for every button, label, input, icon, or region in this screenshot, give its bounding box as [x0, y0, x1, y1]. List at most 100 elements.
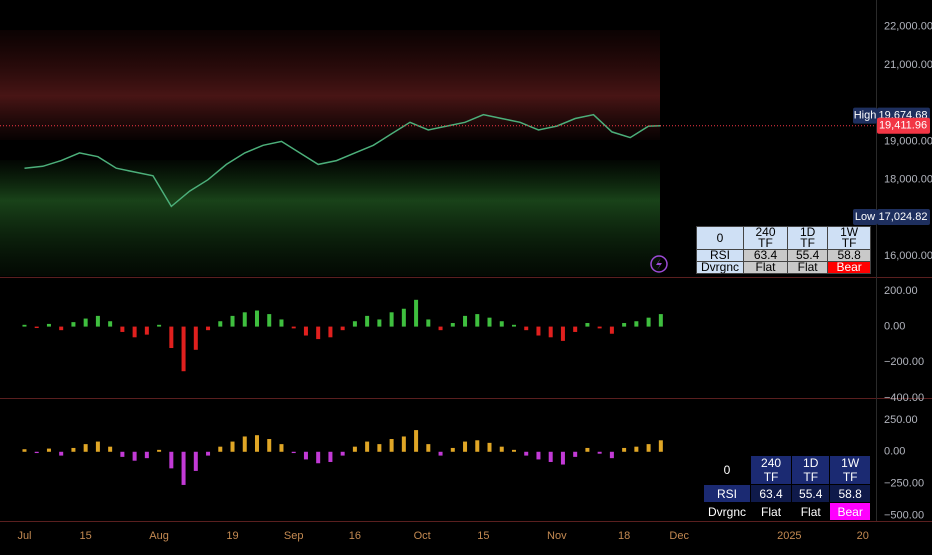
histogram-bar — [181, 451, 186, 485]
x-tick-label: 15 — [477, 530, 489, 542]
histogram-bar — [108, 321, 113, 327]
histogram-bar — [487, 317, 492, 327]
histogram-bar — [254, 310, 259, 327]
y-tick-label: 0.00 — [884, 320, 905, 332]
histogram-bar — [622, 447, 627, 452]
table-cell: Dvrgnc — [702, 502, 752, 521]
histogram-bar — [463, 441, 468, 452]
histogram-bar — [609, 326, 614, 334]
table-cell: 0 — [702, 455, 752, 485]
histogram-bar — [511, 449, 516, 452]
histogram-bar — [377, 444, 382, 452]
y-tick-label: −200.00 — [884, 356, 924, 368]
table-cell: Dvrgnc — [695, 261, 745, 274]
y-tick-label: 18,000.00 — [884, 174, 932, 186]
histogram-bar — [120, 326, 125, 332]
histogram-bar — [83, 444, 88, 452]
x-tick-label: 2025 — [777, 530, 801, 542]
y-tick-label: −250.00 — [884, 478, 924, 490]
histogram-bar — [230, 315, 235, 327]
histogram-bar — [585, 447, 590, 452]
histogram-bar — [340, 326, 345, 331]
histogram-bar — [365, 441, 370, 452]
histogram-bar — [303, 451, 308, 460]
table-cell: 240 TF — [743, 226, 789, 250]
histogram-bar — [303, 326, 308, 336]
histogram-bar — [169, 326, 174, 349]
histogram-bar — [450, 323, 455, 327]
table-cell: 63.4 — [743, 249, 789, 262]
histogram-bar — [267, 314, 272, 327]
table-cell: Flat — [743, 261, 789, 274]
alert-icon[interactable] — [650, 255, 668, 273]
price-label-name-box — [853, 107, 877, 124]
x-tick-label: Nov — [547, 530, 567, 542]
histogram-bar — [609, 451, 614, 459]
table-cell: 63.4 — [750, 484, 793, 503]
y-tick-label: 0.00 — [884, 446, 905, 458]
histogram-bar — [95, 315, 100, 327]
histogram-bar — [206, 451, 211, 456]
histogram-bar — [597, 326, 602, 329]
histogram-bar — [169, 451, 174, 469]
table-cell: Flat — [791, 502, 831, 521]
table-row: Dvrgnc Flat Flat Bear — [702, 502, 871, 521]
price-line — [24, 113, 661, 208]
histogram-bar — [389, 312, 394, 327]
histogram-bar — [316, 326, 321, 340]
histogram-bar — [230, 441, 235, 452]
histogram-bar — [414, 430, 419, 452]
table-cell: 0 — [695, 226, 745, 250]
histogram-bar — [524, 326, 529, 331]
alert-icon-bolt — [656, 258, 662, 270]
y-tick-label: 21,000.00 — [884, 59, 932, 71]
y-tick-label: 16,000.00 — [884, 250, 932, 262]
histogram-bar — [340, 451, 345, 456]
histogram-bar — [46, 323, 51, 327]
histogram-bar — [242, 436, 247, 452]
y-tick-label: 200.00 — [884, 285, 918, 297]
histogram-bar — [401, 308, 406, 327]
x-tick-label: Dec — [669, 530, 689, 542]
y-tick-label: −400.00 — [884, 392, 924, 404]
upper-band — [0, 30, 660, 140]
histogram-bar — [536, 326, 541, 336]
y-tick-label: 250.00 — [884, 414, 918, 426]
histogram-bar — [646, 444, 651, 452]
histogram-bar — [22, 449, 27, 452]
histogram-bar — [316, 451, 321, 464]
histogram-bar — [499, 446, 504, 452]
histogram-bar — [426, 444, 431, 452]
histogram-bar — [597, 451, 602, 454]
table-cell: Flat — [750, 502, 793, 521]
histogram-bar — [524, 451, 529, 456]
histogram-bar — [499, 321, 504, 327]
histogram-bar — [438, 451, 443, 456]
histogram-bar — [193, 451, 198, 471]
table-cell: 1D TF — [787, 226, 829, 250]
histogram-bar — [560, 451, 565, 465]
histogram-bar — [658, 440, 663, 452]
histogram-bar — [157, 324, 162, 327]
x-tick-label: 19 — [226, 530, 238, 542]
x-tick-label: 16 — [349, 530, 361, 542]
y-tick-label: 22,000.00 — [884, 21, 932, 33]
histogram-bar — [548, 451, 553, 462]
x-tick-label: 20 — [857, 530, 869, 542]
histogram-bar — [291, 451, 296, 454]
histogram-bar — [328, 326, 333, 338]
histogram-bar — [548, 326, 553, 338]
histogram-bar — [622, 323, 627, 327]
histogram-bar — [279, 444, 284, 452]
histogram-bar — [426, 319, 431, 327]
price-label-box — [877, 208, 930, 225]
price-label-name: Low — [855, 211, 875, 223]
table-cell: 1D TF — [791, 455, 831, 485]
indicator-table: 0 240 TF 1D TF 1W TF RSI 63.4 55.4 58.8 Dvrgnc Fl… — [702, 455, 871, 521]
y-tick-label: 19,000.00 — [884, 135, 932, 147]
x-tick-label: Aug — [149, 530, 169, 542]
histogram-bar — [573, 451, 578, 457]
x-tick-label: 18 — [618, 530, 630, 542]
histogram-bar — [328, 451, 333, 462]
